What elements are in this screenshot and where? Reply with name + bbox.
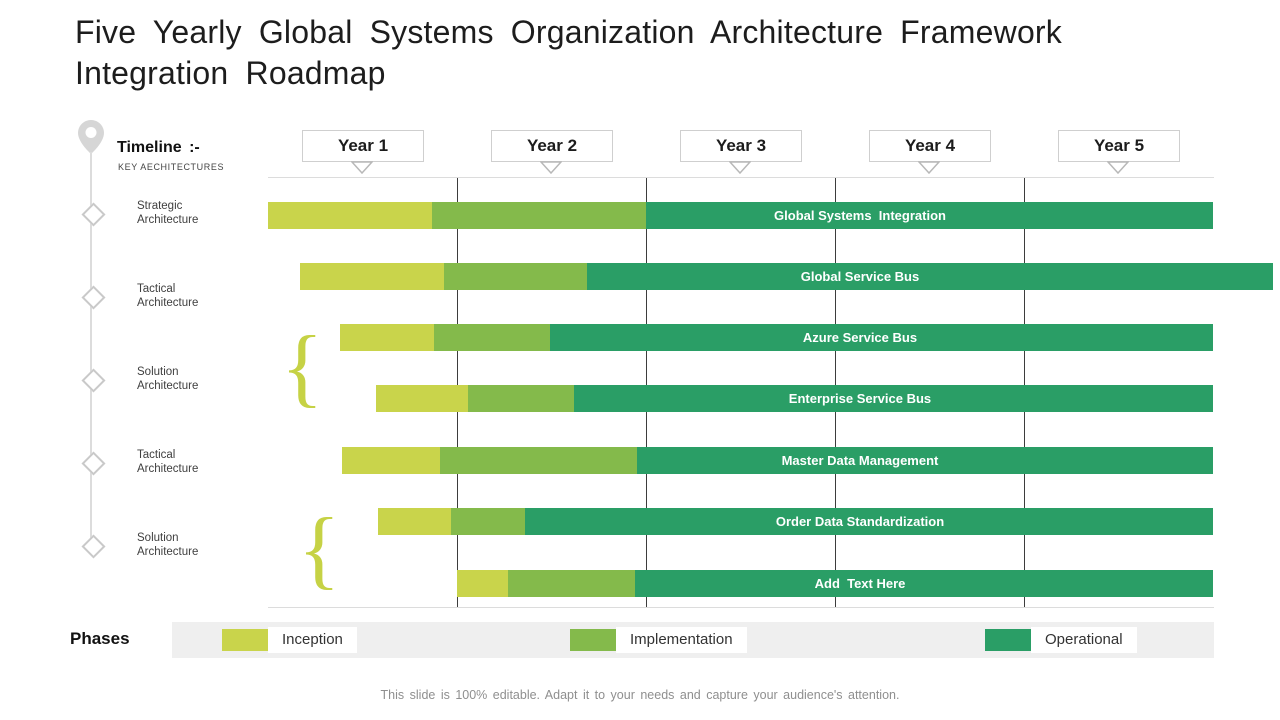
timeline-milestone-diamond bbox=[81, 368, 106, 393]
timeline-milestone-diamond bbox=[81, 285, 106, 310]
roadmap-bar: Global Systems Integration bbox=[268, 202, 1213, 229]
phase-operational-segment bbox=[645, 202, 1213, 229]
phase-inception-segment bbox=[457, 570, 509, 597]
phase-inception-segment bbox=[339, 324, 435, 351]
year-header-3: Year 3 bbox=[680, 130, 802, 162]
phase-operational-segment bbox=[636, 447, 1213, 474]
roadmap-bar: Master Data Management bbox=[341, 447, 1213, 474]
phase-implementation-segment bbox=[434, 324, 550, 351]
phase-operational-segment bbox=[574, 385, 1213, 412]
phase-implementation-segment bbox=[508, 570, 635, 597]
location-pin-icon bbox=[78, 120, 104, 154]
phase-implementation-segment bbox=[432, 202, 646, 229]
group-brace-icon: { bbox=[298, 501, 341, 598]
roadmap-bar-label: Add Text Here bbox=[814, 576, 906, 591]
legend-item-operational: Operational bbox=[985, 627, 1137, 653]
year-down-arrow-icon bbox=[350, 161, 374, 179]
timeline-subheading: KEY AECHITECTURES bbox=[118, 162, 225, 172]
phase-operational-segment bbox=[549, 324, 1213, 351]
roadmap-bar-label: Global Service Bus bbox=[800, 269, 920, 284]
year-down-arrow-icon bbox=[1106, 161, 1130, 179]
timeline-heading: Timeline :- bbox=[117, 139, 200, 156]
roadmap-bar: Azure Service Bus bbox=[339, 324, 1213, 351]
legend-item-inception: Inception bbox=[222, 627, 357, 653]
year-header-4: Year 4 bbox=[869, 130, 991, 162]
timeline-item-label: Solution Architecture bbox=[137, 366, 199, 392]
roadmap-bar-label: Enterprise Service Bus bbox=[788, 391, 932, 406]
phase-operational-segment bbox=[587, 263, 1274, 290]
phase-inception-segment bbox=[375, 385, 469, 412]
timeline-item-label: Solution Architecture bbox=[137, 532, 199, 558]
roadmap-bar-label: Global Systems Integration bbox=[774, 208, 946, 223]
roadmap-bar-label: Order Data Standardization bbox=[775, 514, 945, 529]
roadmap-bar: Global Service Bus bbox=[300, 263, 1274, 290]
year-header-2: Year 2 bbox=[491, 130, 613, 162]
year-header-5: Year 5 bbox=[1058, 130, 1180, 162]
timeline-item-label: Tactical Architecture bbox=[137, 283, 199, 309]
year-down-arrow-icon bbox=[917, 161, 941, 179]
roadmap-bar: Order Data Standardization bbox=[377, 508, 1213, 535]
roadmap-bar: Add Text Here bbox=[457, 570, 1213, 597]
phase-inception-segment bbox=[377, 508, 452, 535]
timeline-milestone-diamond bbox=[81, 534, 106, 559]
phase-operational-segment bbox=[525, 508, 1213, 535]
roadmap-bar: Enterprise Service Bus bbox=[375, 385, 1213, 412]
roadmap-bar-label: Azure Service Bus bbox=[802, 330, 918, 345]
legend-swatch bbox=[985, 629, 1031, 651]
legend-item-implementation: Implementation bbox=[570, 627, 747, 653]
legend-swatch bbox=[222, 629, 268, 651]
group-brace-icon: { bbox=[281, 319, 324, 416]
phases-label: Phases bbox=[70, 629, 130, 648]
phase-inception-segment bbox=[341, 447, 440, 474]
year-down-arrow-icon bbox=[539, 161, 563, 179]
phase-operational-segment bbox=[634, 570, 1213, 597]
year-header-1: Year 1 bbox=[302, 130, 424, 162]
legend-label: Inception bbox=[268, 627, 357, 653]
timeline-rail-line bbox=[90, 152, 92, 548]
phase-inception-segment bbox=[268, 202, 433, 229]
roadmap-bar-label: Master Data Management bbox=[781, 453, 939, 468]
timeline-milestone-diamond bbox=[81, 451, 106, 476]
timeline-item-label: Strategic Architecture bbox=[137, 200, 199, 226]
page-title: Five Yearly Global Systems Organization … bbox=[75, 14, 1062, 91]
phases-legend: Inception Implementation Operational bbox=[172, 622, 1214, 658]
legend-label: Implementation bbox=[616, 627, 747, 653]
footer-note: This slide is 100% editable. Adapt it to… bbox=[380, 688, 900, 702]
timeline-item-label: Tactical Architecture bbox=[137, 449, 199, 475]
phase-implementation-segment bbox=[468, 385, 575, 412]
timeline-milestone-diamond bbox=[81, 202, 106, 227]
phase-implementation-segment bbox=[443, 263, 588, 290]
phase-inception-segment bbox=[300, 263, 444, 290]
legend-swatch bbox=[570, 629, 616, 651]
legend-label: Operational bbox=[1031, 627, 1137, 653]
roadmap-chart: Global Systems Integration Global Service… bbox=[268, 177, 1274, 608]
phase-implementation-segment bbox=[439, 447, 637, 474]
year-down-arrow-icon bbox=[728, 161, 752, 179]
phase-implementation-segment bbox=[451, 508, 526, 535]
